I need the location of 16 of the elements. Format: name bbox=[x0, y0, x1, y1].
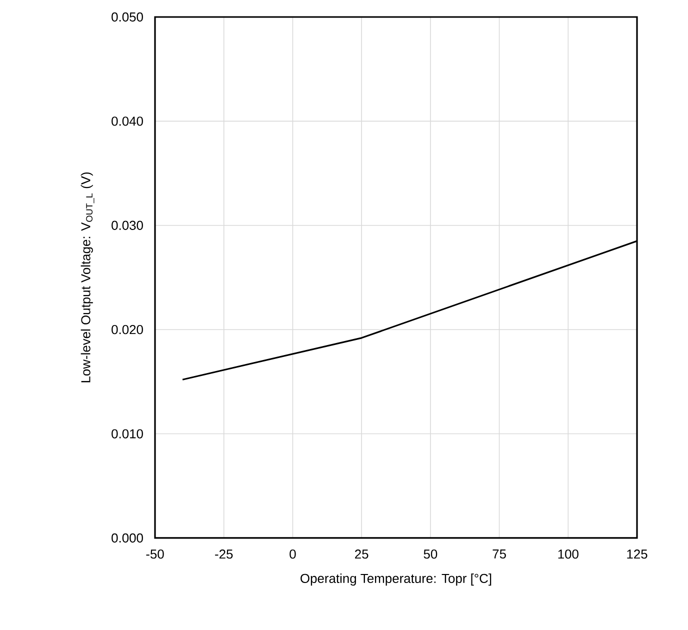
y-tick-label: 0.000 bbox=[112, 533, 143, 543]
y-axis-title: Low-level Output Voltage: V$_{OUT_L}$ (V) bbox=[80, 172, 94, 382]
x-tick-label: 75 bbox=[492, 550, 506, 559]
x-tick-label: 25 bbox=[355, 550, 368, 559]
x-axis-title: Operating Temperature: Topr [°C] bbox=[300, 574, 492, 586]
y-tick-label: 0.050 bbox=[112, 12, 143, 22]
y-tick-label: 0.010 bbox=[112, 429, 143, 438]
x-tick-label: 50 bbox=[424, 550, 438, 559]
x-tick-label: 100 bbox=[558, 550, 578, 559]
x-tick-label: -50 bbox=[146, 550, 164, 559]
y-tick-label: 0.030 bbox=[112, 220, 143, 230]
y-tick-label: 0.040 bbox=[112, 116, 143, 126]
y-tick-label: 0.020 bbox=[112, 324, 143, 334]
x-tick-label: 125 bbox=[627, 550, 648, 559]
x-tick-label: -25 bbox=[215, 550, 233, 559]
x-tick-label: 0 bbox=[290, 550, 296, 559]
